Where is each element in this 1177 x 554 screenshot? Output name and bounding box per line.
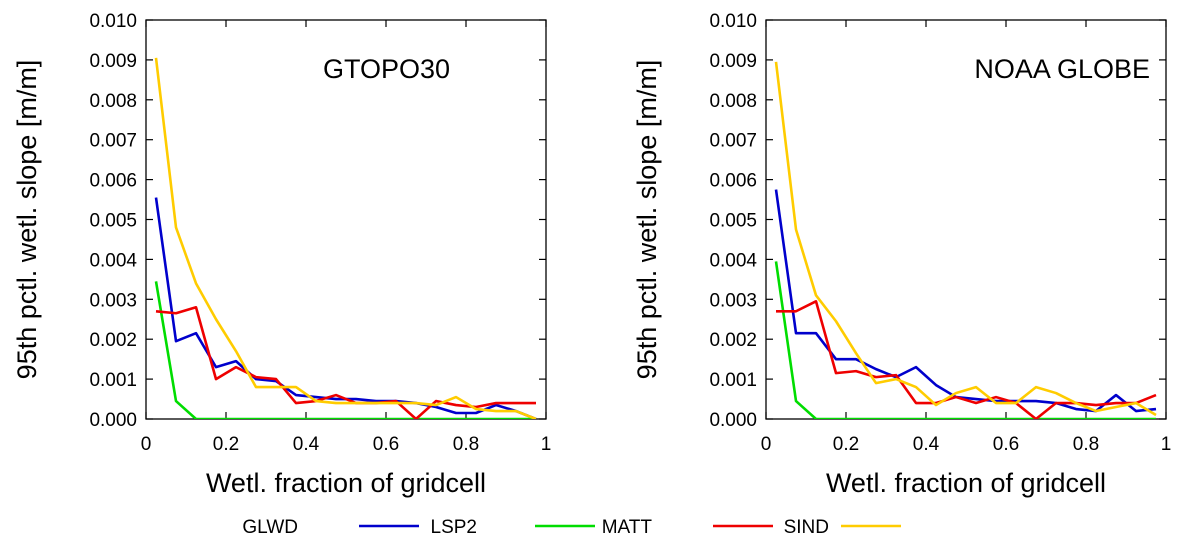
legend-item-glwd: GLWD xyxy=(242,517,419,538)
x-axis-label: Wetl. fraction of gridcell xyxy=(206,468,486,498)
y-tick-label: 0.001 xyxy=(709,370,757,391)
x-tick-label: 0.2 xyxy=(833,434,859,455)
x-tick-label: 0.6 xyxy=(993,434,1019,455)
y-tick-label: 0.008 xyxy=(709,91,757,112)
y-tick-label: 0.009 xyxy=(89,51,137,72)
y-tick-label: 0.005 xyxy=(89,211,137,232)
x-tick-label: 1 xyxy=(1161,434,1172,455)
x-axis-label: Wetl. fraction of gridcell xyxy=(826,468,1106,498)
y-tick-label: 0.000 xyxy=(89,410,137,431)
y-tick-label: 0.003 xyxy=(89,290,137,311)
legend-label: GLWD xyxy=(242,517,298,538)
series-line-sind xyxy=(774,61,1157,417)
series-line-glwd xyxy=(154,197,537,419)
panel-title: GTOPO30 xyxy=(323,54,450,84)
y-tick-label: 0.006 xyxy=(89,171,137,192)
y-tick-label: 0.005 xyxy=(709,211,757,232)
series-line-glwd xyxy=(774,189,1157,413)
legend-item-matt: MATT xyxy=(602,517,773,538)
x-tick-label: 0 xyxy=(761,434,772,455)
x-tick-label: 0.8 xyxy=(1073,434,1099,455)
panel-gtopo30: 0.000 0.001 0.002 0.003 0.004 0.005 0.006 0.007… xyxy=(12,11,551,498)
legend-label: MATT xyxy=(602,517,653,538)
y-tick-label: 0.008 xyxy=(89,91,137,112)
y-tick-label: 0.004 xyxy=(89,250,137,271)
legend-item-lsp2: LSP2 xyxy=(431,517,595,538)
panel-title: NOAA GLOBE xyxy=(974,54,1150,84)
legend-label: SIND xyxy=(784,517,829,538)
y-tick-label: 0.004 xyxy=(709,250,757,271)
series-line-sind xyxy=(154,57,537,419)
y-tick-label: 0.010 xyxy=(709,11,757,32)
y-tick-label: 0.003 xyxy=(709,290,757,311)
y-tick-label: 0.002 xyxy=(709,330,757,351)
legend: GLWD LSP2 MATT SIND xyxy=(242,517,901,538)
legend-item-sind: SIND xyxy=(784,517,901,538)
x-tick-label: 0.4 xyxy=(913,434,940,455)
x-tick-label: 0.8 xyxy=(453,434,479,455)
y-tick-label: 0.010 xyxy=(89,11,137,32)
panel-noaa-globe: 0.000 0.001 0.002 0.003 0.004 0.005 0.006 0.007… xyxy=(632,11,1171,498)
y-tick-label: 0.007 xyxy=(89,131,137,152)
series-line-matt xyxy=(776,299,1157,419)
y-tick-label: 0.007 xyxy=(709,131,757,152)
y-tick-label: 0.009 xyxy=(709,51,757,72)
y-tick-label: 0.006 xyxy=(709,171,757,192)
y-tick-label: 0.000 xyxy=(709,410,757,431)
x-tick-label: 0.2 xyxy=(213,434,239,455)
y-tick-label: 0.002 xyxy=(89,330,137,351)
x-tick-label: 0.6 xyxy=(373,434,399,455)
y-axis-label: 95th pctl. wetl. slope [m/m] xyxy=(12,60,42,380)
x-tick-label: 1 xyxy=(541,434,552,455)
x-tick-label: 0 xyxy=(141,434,152,455)
y-tick-label: 0.001 xyxy=(89,370,137,391)
series-line-lsp2 xyxy=(774,261,1156,419)
legend-label: LSP2 xyxy=(431,517,477,538)
x-tick-label: 0.4 xyxy=(293,434,320,455)
y-axis-label: 95th pctl. wetl. slope [m/m] xyxy=(632,60,662,380)
